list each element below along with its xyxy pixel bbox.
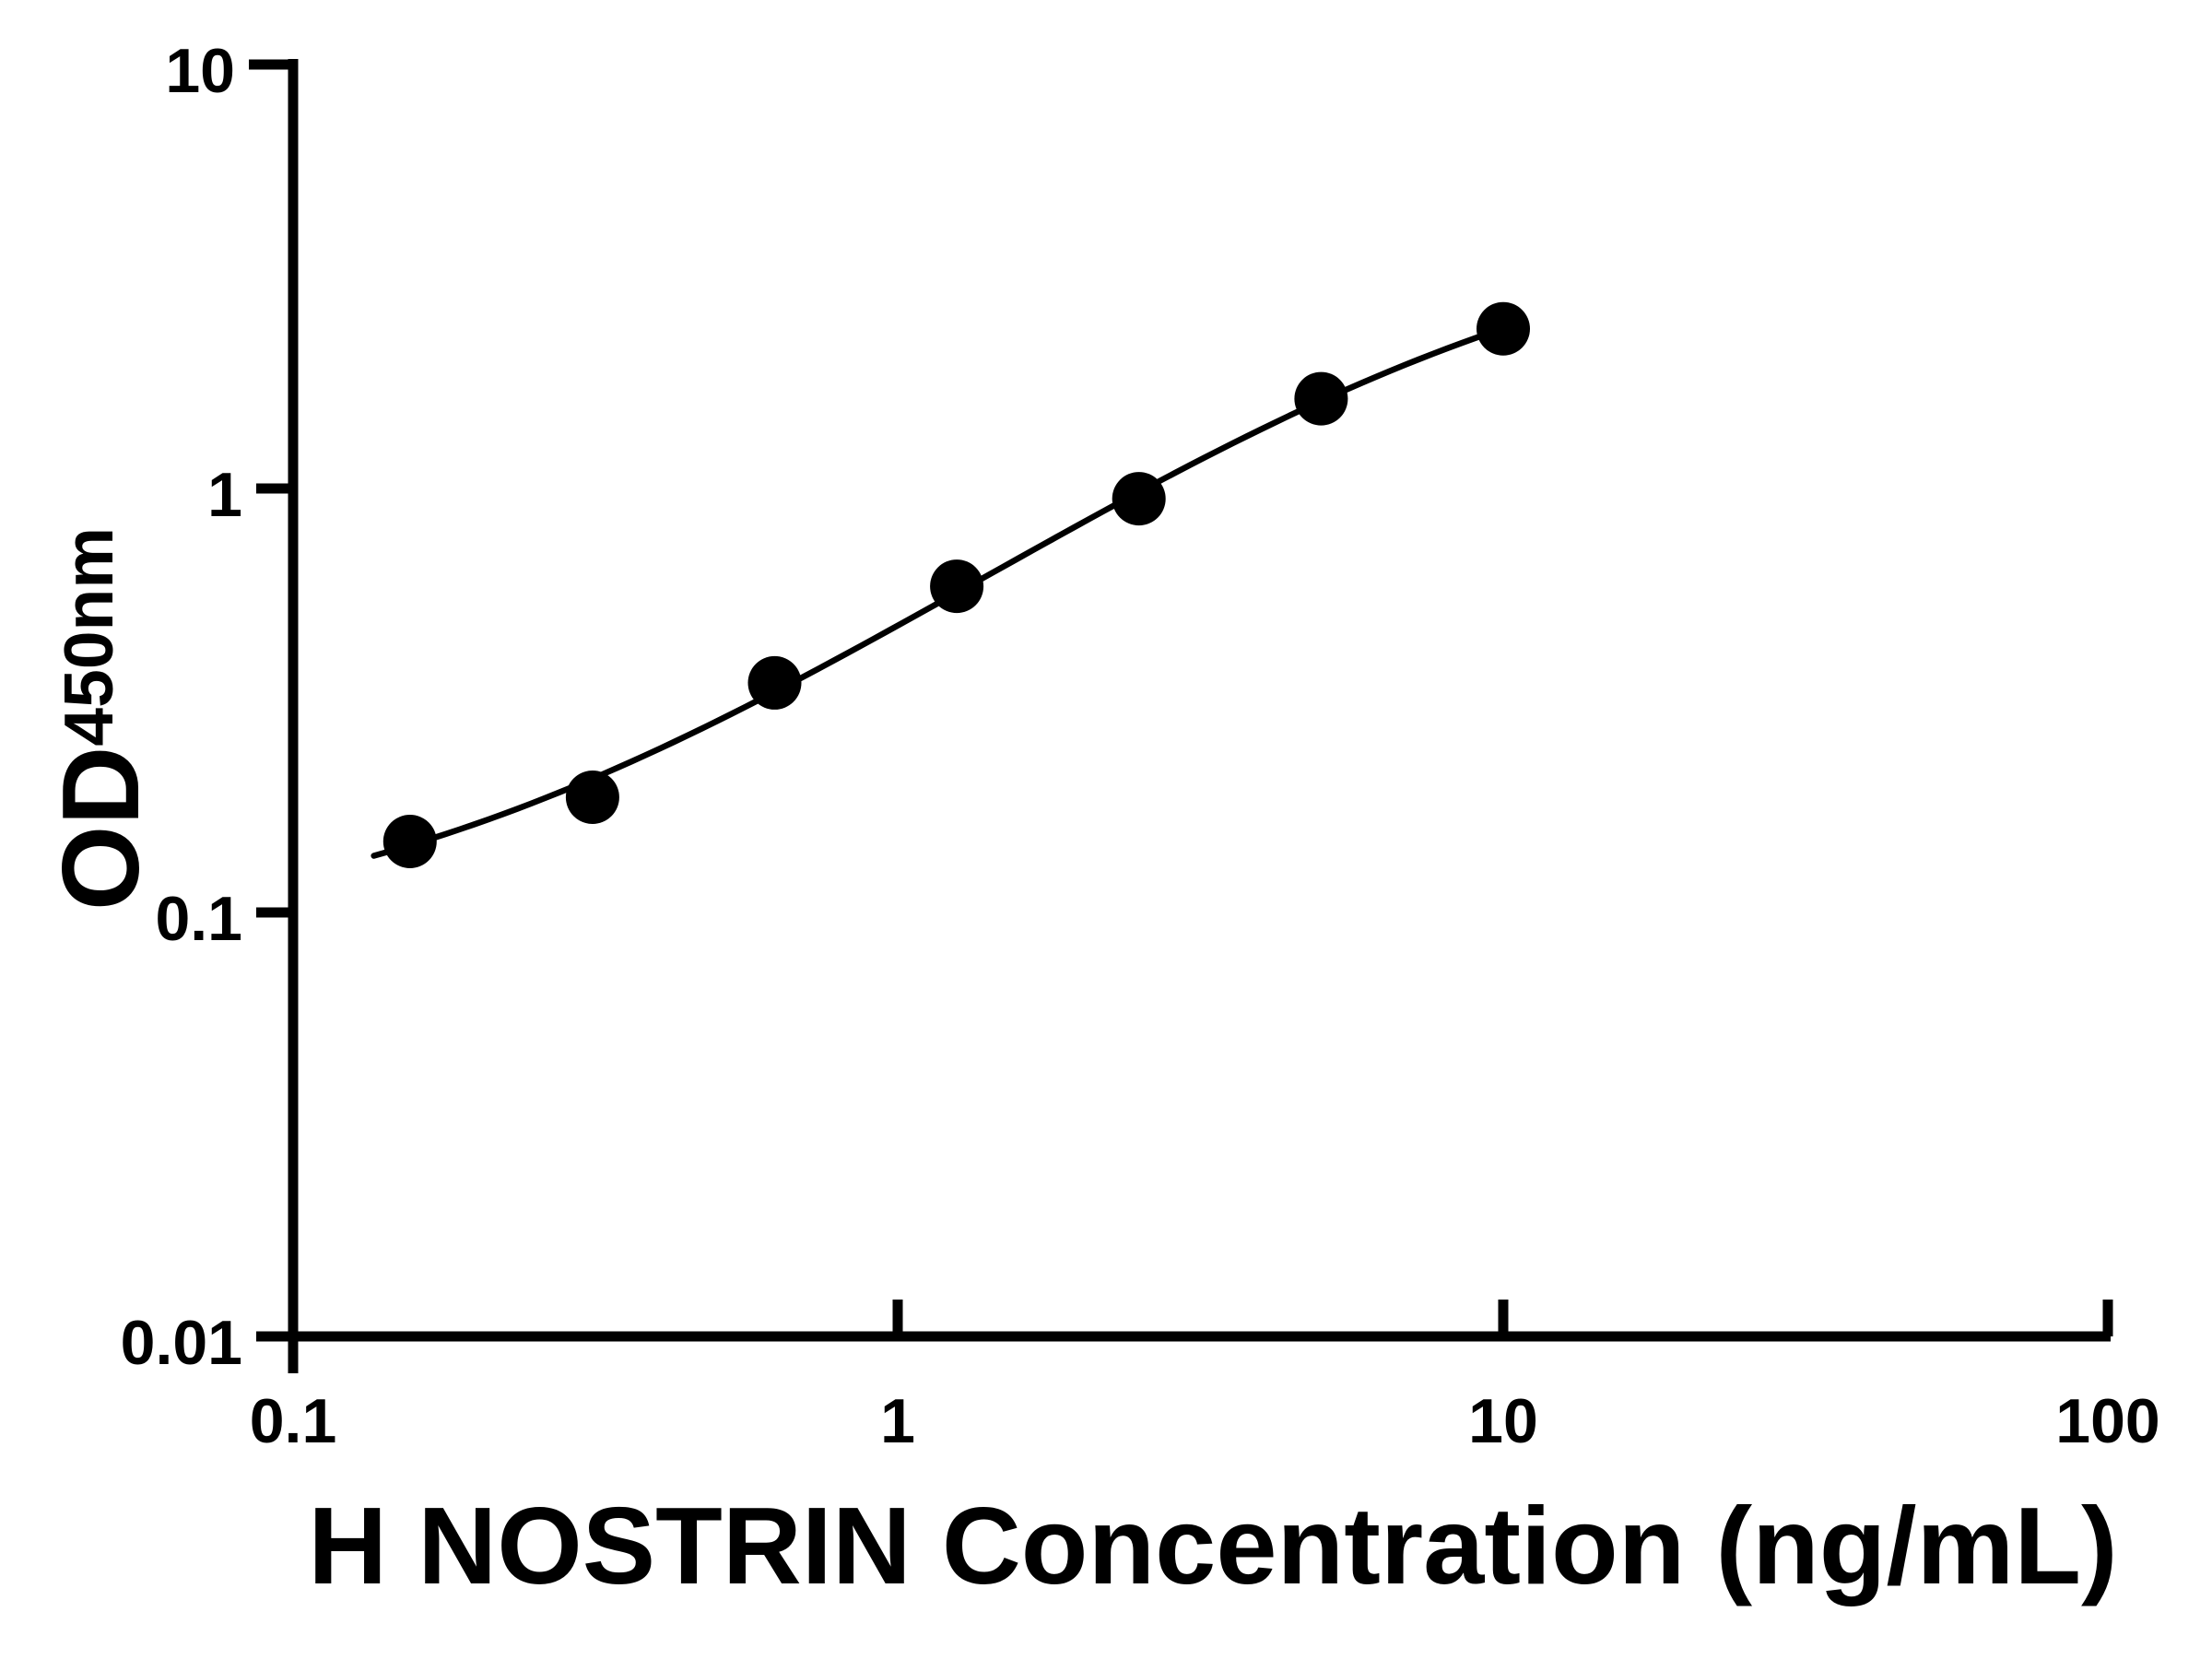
- svg-text:1: 1: [880, 1386, 915, 1456]
- svg-text:1: 1: [207, 460, 242, 530]
- svg-text:0.1: 0.1: [250, 1386, 337, 1456]
- svg-text:OD450nm: OD450nm: [40, 527, 162, 911]
- svg-text:H NOSTRIN Concentration (ng/mL: H NOSTRIN Concentration (ng/mL): [308, 1485, 2117, 1607]
- svg-text:100: 100: [2055, 1386, 2159, 1456]
- svg-text:10: 10: [165, 36, 235, 106]
- svg-text:0.1: 0.1: [155, 884, 242, 954]
- svg-text:0.01: 0.01: [121, 1308, 242, 1378]
- svg-text:10: 10: [1468, 1386, 1538, 1456]
